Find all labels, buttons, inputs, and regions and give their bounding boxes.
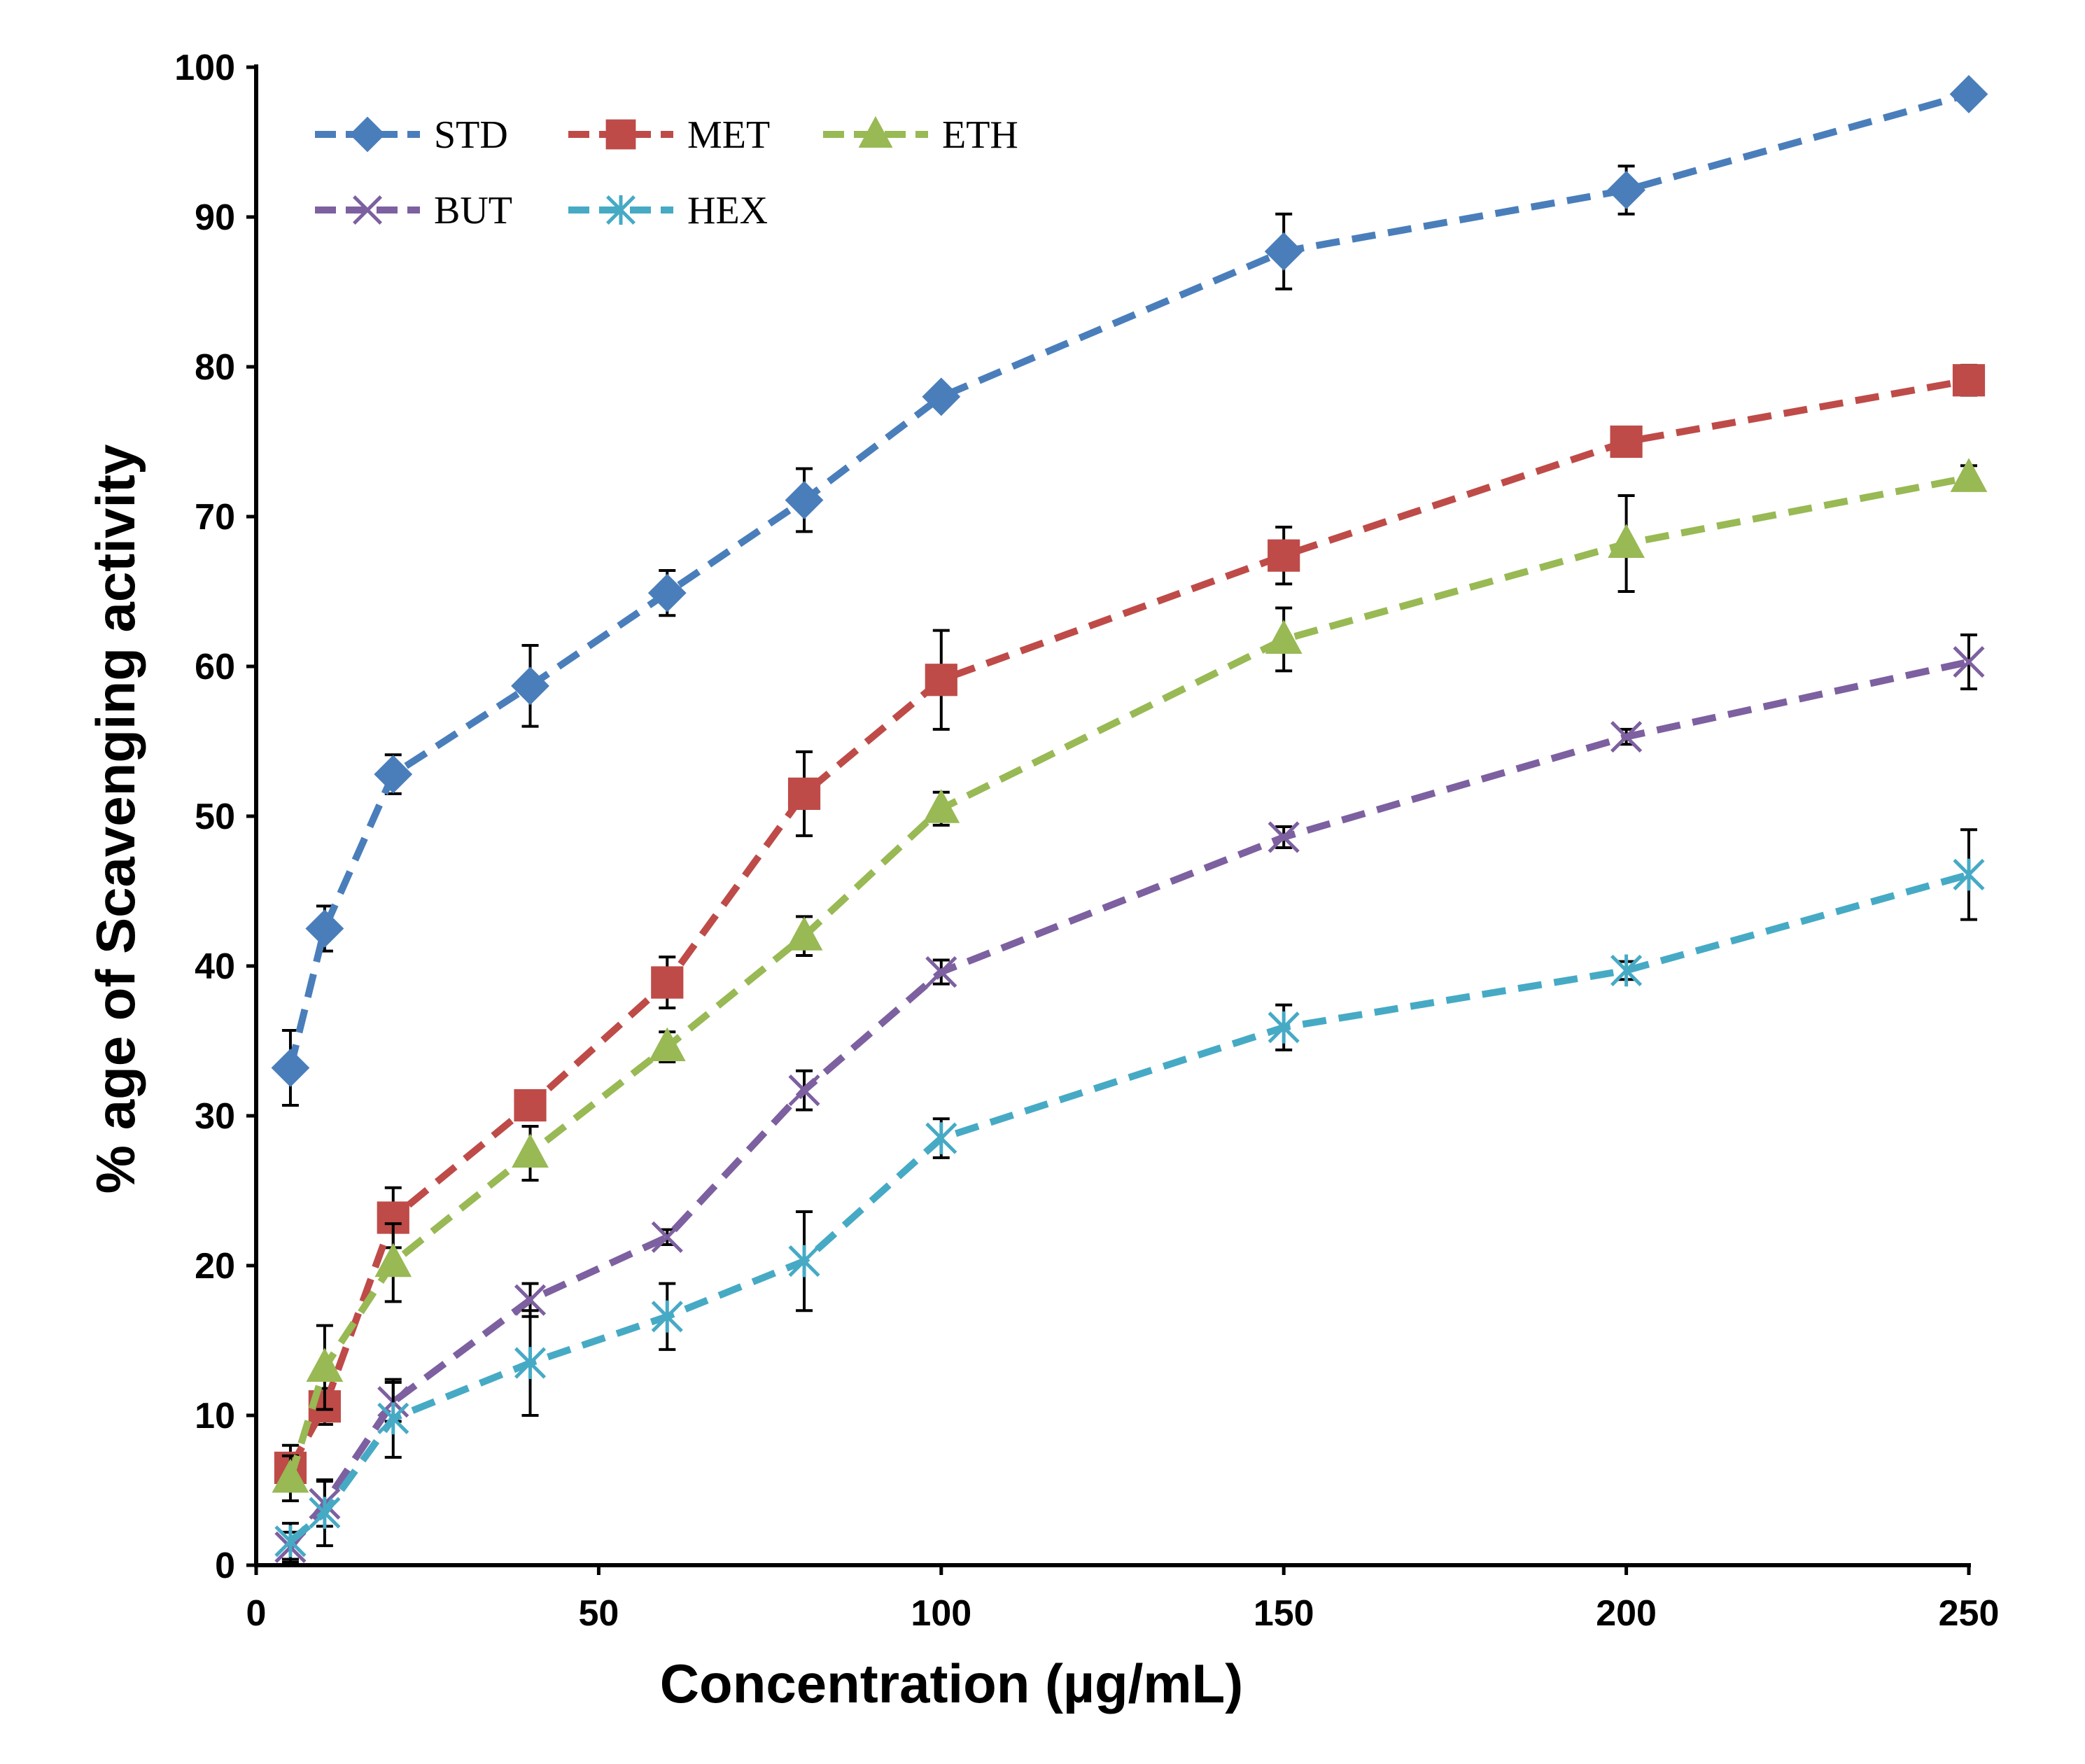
data-point-hex <box>651 1300 683 1333</box>
y-axis-title: % age of Scavenging activity <box>85 444 146 1194</box>
data-point-but <box>788 1074 820 1107</box>
data-point-met <box>514 1088 547 1122</box>
series-eth <box>272 458 1988 1502</box>
legend-marker <box>605 119 636 150</box>
data-point-but <box>1953 646 1985 678</box>
legend-item-met: MET <box>568 113 770 157</box>
data-point-std <box>922 377 961 416</box>
data-point-hex <box>274 1525 307 1558</box>
data-point-std <box>647 573 687 612</box>
x-tick-label: 100 <box>911 1593 971 1634</box>
legend-item-but: BUT <box>315 189 512 232</box>
y-tick-label: 30 <box>195 1096 235 1137</box>
legend-marker <box>349 116 386 153</box>
data-point-met <box>787 777 821 811</box>
x-tick-label: 200 <box>1596 1593 1657 1634</box>
data-point-std <box>1607 171 1646 209</box>
legend-label: STD <box>434 113 508 157</box>
data-point-eth <box>512 1133 549 1168</box>
x-tick-label: 50 <box>578 1593 619 1634</box>
legend-marker <box>858 115 893 148</box>
data-point-eth <box>374 1242 412 1278</box>
data-point-eth <box>272 1458 309 1493</box>
data-point-eth <box>1265 620 1303 654</box>
x-axis-title: Concentration (µg/mL) <box>660 1653 1244 1714</box>
x-tick-label: 250 <box>1939 1593 2000 1634</box>
data-point-met <box>1610 425 1643 458</box>
data-point-but <box>925 955 957 988</box>
data-point-eth <box>785 916 823 951</box>
data-point-std <box>511 666 549 706</box>
data-point-hex <box>309 1497 341 1529</box>
data-point-met <box>1268 539 1300 572</box>
y-tick-label: 10 <box>195 1396 235 1436</box>
legend: STD MET ETH BUT HEX <box>315 113 1018 232</box>
data-point-std <box>1264 232 1303 271</box>
data-point-std <box>374 755 413 794</box>
data-point-hex <box>1953 858 1985 891</box>
series-hex <box>274 828 1985 1561</box>
data-point-but <box>651 1221 683 1253</box>
data-point-met <box>1952 364 1986 397</box>
data-point-eth <box>922 789 960 823</box>
data-point-hex <box>377 1402 409 1435</box>
y-tick-label: 90 <box>195 197 235 238</box>
data-point-eth <box>648 1027 686 1062</box>
legend-label: HEX <box>687 189 768 232</box>
legend-item-eth: ETH <box>823 113 1018 157</box>
legend-marker <box>353 195 382 225</box>
series-std <box>271 75 1988 1107</box>
data-point-but <box>1610 721 1643 753</box>
data-point-but <box>1268 821 1300 853</box>
data-point-hex <box>1610 954 1643 987</box>
data-point-hex <box>925 1122 957 1154</box>
data-point-eth <box>1950 458 1988 492</box>
y-tick-label: 100 <box>174 48 235 88</box>
data-point-std <box>271 1049 310 1087</box>
y-tick-label: 40 <box>195 946 235 987</box>
legend-label: MET <box>687 113 770 157</box>
data-point-but <box>514 1284 547 1316</box>
series-line-but <box>288 658 1970 1550</box>
x-tick-label: 150 <box>1254 1593 1314 1634</box>
data-point-hex <box>514 1347 547 1379</box>
data-point-met <box>651 966 684 999</box>
data-point-met <box>925 664 957 696</box>
data-point-eth <box>1608 524 1645 559</box>
data-point-hex <box>788 1245 820 1278</box>
series-line-std <box>287 90 1970 1069</box>
legend-item-hex: HEX <box>568 189 768 232</box>
y-tick-label: 50 <box>195 797 235 837</box>
x-tick-label: 0 <box>246 1593 267 1634</box>
data-point-eth <box>306 1348 344 1382</box>
series-line-eth <box>287 474 1970 1480</box>
series-line-met <box>287 377 1970 1470</box>
y-tick-label: 20 <box>195 1246 235 1287</box>
y-tick-label: 0 <box>215 1546 235 1586</box>
legend-marker <box>606 195 636 225</box>
series-line-hex <box>288 871 1970 1544</box>
data-point-std <box>305 909 344 948</box>
data-point-std <box>785 481 824 519</box>
legend-label: BUT <box>434 189 512 232</box>
legend-item-std: STD <box>315 113 508 157</box>
data-point-std <box>1949 75 1988 113</box>
legend-label: ETH <box>942 113 1018 157</box>
y-tick-label: 60 <box>195 647 235 687</box>
y-tick-label: 70 <box>195 497 235 538</box>
data-point-hex <box>1268 1011 1300 1044</box>
y-tick-label: 80 <box>195 347 235 388</box>
